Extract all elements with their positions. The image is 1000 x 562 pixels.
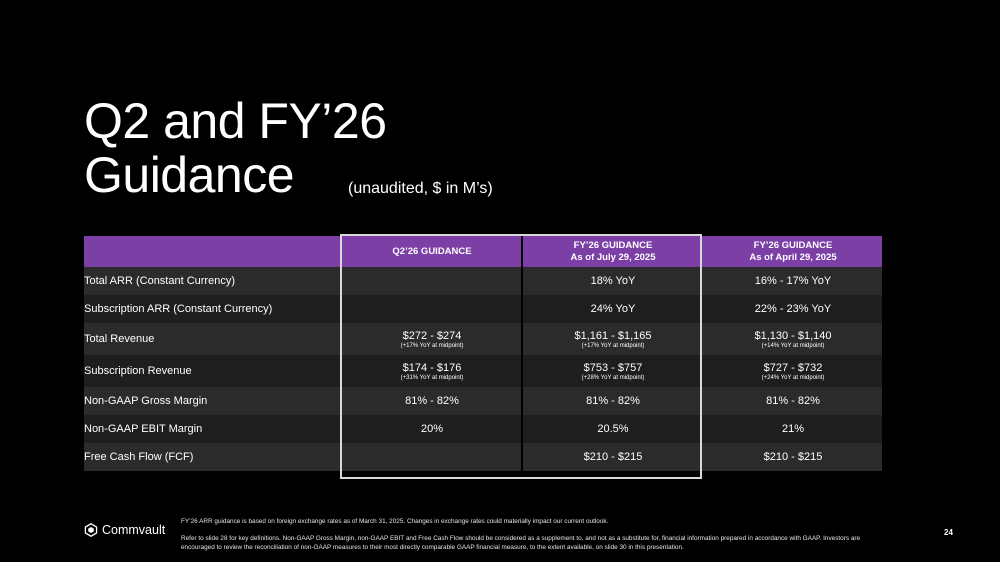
row-label: Total Revenue (84, 323, 342, 355)
cell-value: $753 - $757 (583, 361, 643, 374)
cell-fy-apr: $1,130 - $1,140 (+14% YoY at midpoint) (704, 323, 882, 355)
footnote-non-gaap: Refer to slide 28 for key definitions. N… (181, 535, 861, 551)
header-cell-fy-jul: FY’26 GUIDANCE As of July 29, 2025 (522, 236, 704, 267)
cell-q2: $272 - $274 (+17% YoY at midpoint) (342, 323, 522, 355)
cell-value: $272 - $274 (402, 329, 462, 342)
header-q2-line1: Q2’26 GUIDANCE (392, 245, 472, 257)
cell-fy-jul: $1,161 - $1,165 (+17% YoY at midpoint) (522, 323, 704, 355)
cell-subnote: (+17% YoY at midpoint) (400, 342, 464, 349)
cell-fy-apr: $210 - $215 (704, 443, 882, 471)
page-number: 24 (944, 528, 953, 537)
cell-q2: 81% - 82% (342, 387, 522, 415)
cell-value: $174 - $176 (402, 361, 462, 374)
cell-subnote: (+31% YoY at midpoint) (400, 374, 464, 381)
slide-subtitle: (unaudited, $ in M’s) (348, 180, 493, 197)
row-label: Free Cash Flow (FCF) (84, 443, 342, 471)
cell-fy-jul: 20.5% (522, 415, 704, 443)
table-row: Subscription Revenue $174 - $176 (+31% Y… (84, 355, 882, 387)
cell-fy-apr: 21% (704, 415, 882, 443)
company-logo: Commvault (84, 523, 165, 537)
cell-value: $1,161 - $1,165 (574, 329, 652, 342)
header-cell-label (84, 236, 342, 267)
cell-subnote: (+14% YoY at midpoint) (761, 342, 825, 349)
cell-q2: 20% (342, 415, 522, 443)
row-label: Total ARR (Constant Currency) (84, 267, 342, 295)
title-line-1: Q2 and FY’26 (84, 93, 387, 149)
cell-fy-apr: 22% - 23% YoY (704, 295, 882, 323)
cell-fy-jul: $753 - $757 (+28% YoY at midpoint) (522, 355, 704, 387)
cell-fy-jul: 81% - 82% (522, 387, 704, 415)
cell-value: $1,130 - $1,140 (754, 329, 832, 342)
cell-q2 (342, 443, 522, 471)
cell-q2: $174 - $176 (+31% YoY at midpoint) (342, 355, 522, 387)
cell-subnote: (+17% YoY at midpoint) (581, 342, 645, 349)
table-row: Non-GAAP EBIT Margin 20% 20.5% 21% (84, 415, 882, 443)
header-fy-apr-line1: FY’26 GUIDANCE (753, 239, 833, 251)
table-row: Total ARR (Constant Currency) 18% YoY 16… (84, 267, 882, 295)
header-cell-fy-apr: FY’26 GUIDANCE As of April 29, 2025 (704, 236, 882, 267)
cell-fy-jul: 24% YoY (522, 295, 704, 323)
cell-subnote: (+28% YoY at midpoint) (581, 374, 645, 381)
title-line-2: Guidance (84, 147, 295, 203)
footnote-arr: FY’26 ARR guidance is based on foreign e… (181, 518, 609, 525)
guidance-table: Q2’26 GUIDANCE FY’26 GUIDANCE As of July… (84, 236, 882, 471)
header-cell-q2: Q2’26 GUIDANCE (342, 236, 522, 267)
table-row: Subscription ARR (Constant Currency) 24%… (84, 295, 882, 323)
header-fy-jul-line1: FY’26 GUIDANCE (573, 239, 653, 251)
cell-subnote: (+24% YoY at midpoint) (761, 374, 825, 381)
table-row: Non-GAAP Gross Margin 81% - 82% 81% - 82… (84, 387, 882, 415)
row-label: Non-GAAP Gross Margin (84, 387, 342, 415)
slide-title: Q2 and FY’26 Guidance (84, 94, 387, 202)
row-label: Subscription ARR (Constant Currency) (84, 295, 342, 323)
cell-q2 (342, 267, 522, 295)
cell-fy-jul: $210 - $215 (522, 443, 704, 471)
cell-value: $727 - $732 (763, 361, 823, 374)
commvault-logo-icon (84, 523, 98, 537)
row-label: Non-GAAP EBIT Margin (84, 415, 342, 443)
cell-fy-jul: 18% YoY (522, 267, 704, 295)
cell-q2 (342, 295, 522, 323)
table-row: Total Revenue $272 - $274 (+17% YoY at m… (84, 323, 882, 355)
table-header-row: Q2’26 GUIDANCE FY’26 GUIDANCE As of July… (84, 236, 882, 267)
table-row: Free Cash Flow (FCF) $210 - $215 $210 - … (84, 443, 882, 471)
cell-fy-apr: 81% - 82% (704, 387, 882, 415)
cell-fy-apr: 16% - 17% YoY (704, 267, 882, 295)
header-fy-jul-line2: As of July 29, 2025 (570, 251, 656, 263)
logo-text: Commvault (102, 523, 166, 537)
row-label: Subscription Revenue (84, 355, 342, 387)
header-fy-apr-line2: As of April 29, 2025 (749, 251, 837, 263)
cell-fy-apr: $727 - $732 (+24% YoY at midpoint) (704, 355, 882, 387)
